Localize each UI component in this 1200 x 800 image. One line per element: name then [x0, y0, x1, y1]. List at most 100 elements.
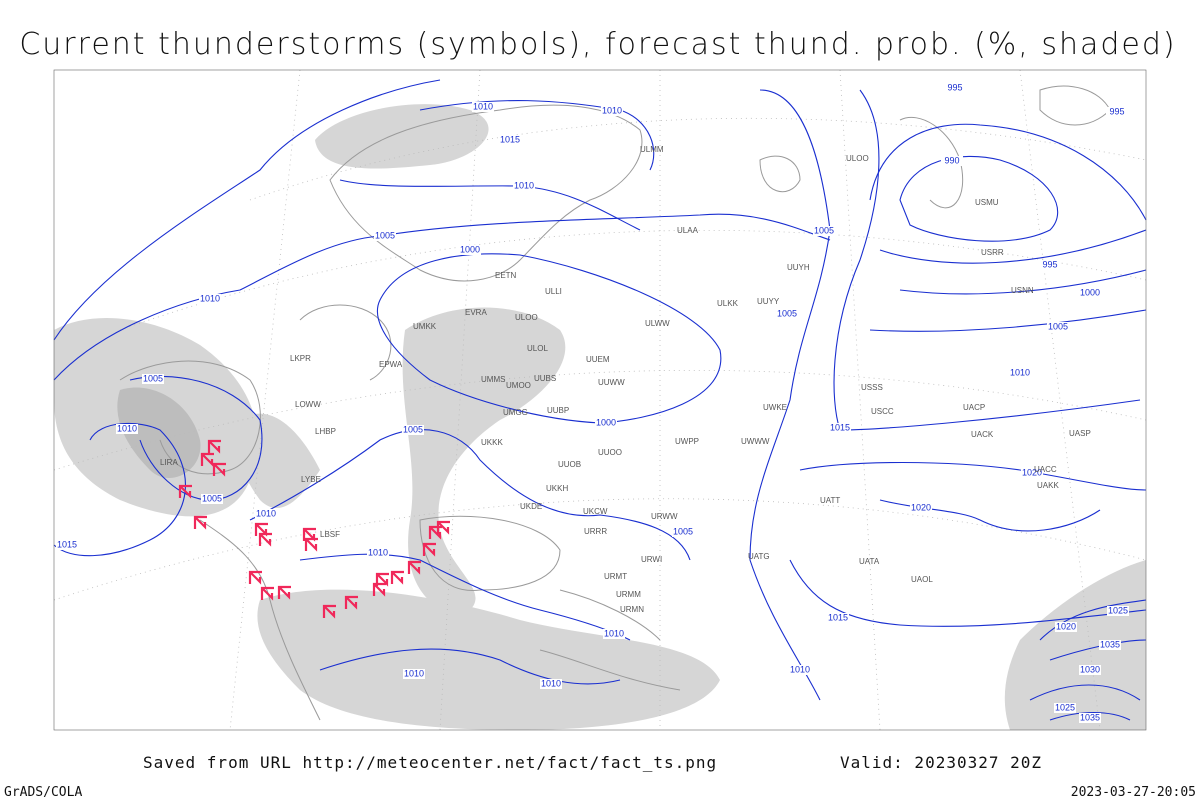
thunderstorm-symbol: [193, 515, 207, 530]
thunderstorm-symbol: [178, 484, 192, 499]
station-label: UUBS: [534, 374, 556, 383]
thunderstorm-symbol: [260, 586, 274, 601]
map-frame: 1010 1010 1015 1010 1005 1000 1010 1005 1005 995 9…: [53, 69, 1147, 731]
map-border: [53, 69, 1147, 731]
isobar-label-bg: [1009, 368, 1031, 378]
isobar-label: 1010: [256, 508, 276, 518]
thunderstorm-symbol: [207, 439, 221, 454]
isobar-label: 1030: [1080, 664, 1100, 674]
isobar-label: 995: [1042, 259, 1057, 269]
isobar-label-bg: [603, 629, 625, 639]
thunderstorm-symbol: [248, 570, 262, 585]
thunderstorm-symbol: [200, 452, 214, 467]
thunderstorm-symbol: [304, 537, 318, 552]
isobar-label: 1010: [541, 678, 561, 688]
isobar-label-bg: [374, 231, 396, 241]
isobar-label: 1035: [1080, 712, 1100, 722]
isobar-label-bg: [672, 527, 694, 537]
station-label: UACC: [1034, 465, 1057, 474]
thunderstorm-symbol: [322, 604, 336, 619]
isobar-label-bg: [827, 613, 849, 623]
isobar-label-bg: [1079, 713, 1101, 723]
station-label: UUEM: [586, 355, 610, 364]
isobar-label: 1005: [143, 373, 163, 383]
station-label: UASP: [1069, 429, 1091, 438]
graticule: [53, 69, 1147, 731]
isobar-label-bg: [944, 83, 966, 93]
station-label: UUWW: [598, 378, 625, 387]
isobar-label-bg: [941, 156, 963, 166]
station-label: LYBE: [301, 475, 321, 484]
title: Current thunderstorms (symbols), forecas…: [19, 27, 1176, 62]
isobar-label-bg: [513, 181, 535, 191]
station-label: URRR: [584, 527, 607, 536]
station-label: ULKK: [717, 299, 739, 308]
station-label: UKKK: [481, 438, 503, 447]
station-label: EETN: [495, 271, 517, 280]
isobar-label-bg: [1106, 107, 1128, 117]
timestamp: 2023-03-27-20:05: [1071, 785, 1196, 800]
isobar-label-bg: [499, 135, 521, 145]
thunderstorm-symbol: [422, 542, 436, 557]
station-label: UWPP: [675, 437, 699, 446]
isobar-label: 1025: [1108, 605, 1128, 615]
isobar-label-bg: [142, 374, 164, 384]
station-label: ULMM: [640, 145, 664, 154]
station-label: UWWW: [741, 437, 770, 446]
isobar-label: 1005: [202, 493, 222, 503]
isobar-label: 1010: [604, 628, 624, 638]
isobar-label-bg: [1054, 703, 1076, 713]
isobar-label-bg: [56, 540, 78, 550]
thunderstorm-symbol: [407, 560, 421, 575]
isobar-label-bg: [1039, 260, 1061, 270]
isobar-label: 1015: [828, 612, 848, 622]
station-label: USCC: [871, 407, 894, 416]
station-label: UMOO: [506, 381, 531, 390]
isobar-label-bg: [116, 424, 138, 434]
isobar-label-bg: [1099, 640, 1121, 650]
isobar-label: 990: [944, 155, 959, 165]
isobar-label-bg: [829, 423, 851, 433]
station-label: UMMS: [481, 375, 505, 384]
station-label: LKPR: [290, 354, 311, 363]
isobar-label: 995: [1109, 106, 1124, 116]
thunderstorm-symbol: [258, 532, 272, 547]
station-label: EPWA: [379, 360, 403, 369]
isobar-label: 1010: [404, 668, 424, 678]
station-label: ULAA: [677, 226, 699, 235]
station-label: UAOL: [911, 575, 933, 584]
isobar-label: 1005: [673, 526, 693, 536]
thunderstorm-symbol: [390, 570, 404, 585]
station-label: ULOL: [527, 344, 548, 353]
station-label: USRR: [981, 248, 1004, 257]
station-label: ULWW: [645, 319, 670, 328]
thunderstorm-symbol: [344, 595, 358, 610]
isobar-label: 1000: [1080, 287, 1100, 297]
isobar-label-bg: [1055, 622, 1077, 632]
station-label: UKDE: [520, 502, 542, 511]
valid-time: Valid: 20230327 20Z: [840, 753, 1042, 772]
isobar-label: 1035: [1100, 639, 1120, 649]
thunderstorm-symbol: [212, 462, 226, 477]
isobar-label-bg: [199, 294, 221, 304]
isobar-label: 1020: [1022, 467, 1042, 477]
isobar-label: 1010: [200, 293, 220, 303]
isobar-label: 1005: [777, 308, 797, 318]
station-label: UUOO: [598, 448, 622, 457]
isobar-label: 1010: [473, 101, 493, 111]
isobar-label-bg: [1079, 665, 1101, 675]
isobar-label-bg: [459, 245, 481, 255]
station-label: LHBP: [315, 427, 336, 436]
station-label: URWW: [651, 512, 678, 521]
isobar-label-bg: [201, 494, 223, 504]
isobar-label-bg: [540, 679, 562, 689]
station-label: UUBP: [547, 406, 569, 415]
map-labels: 1010 1010 1015 1010 1005 1000 1010 1005 1005 995 9…: [56, 82, 1129, 723]
thunderstorm-symbol: [277, 585, 291, 600]
station-label: LBSF: [320, 530, 340, 539]
isobar-label-bg: [1047, 322, 1069, 332]
isobar-label: 1020: [911, 502, 931, 512]
station-label: ULOO: [846, 154, 869, 163]
isobar-label: 995: [947, 82, 962, 92]
